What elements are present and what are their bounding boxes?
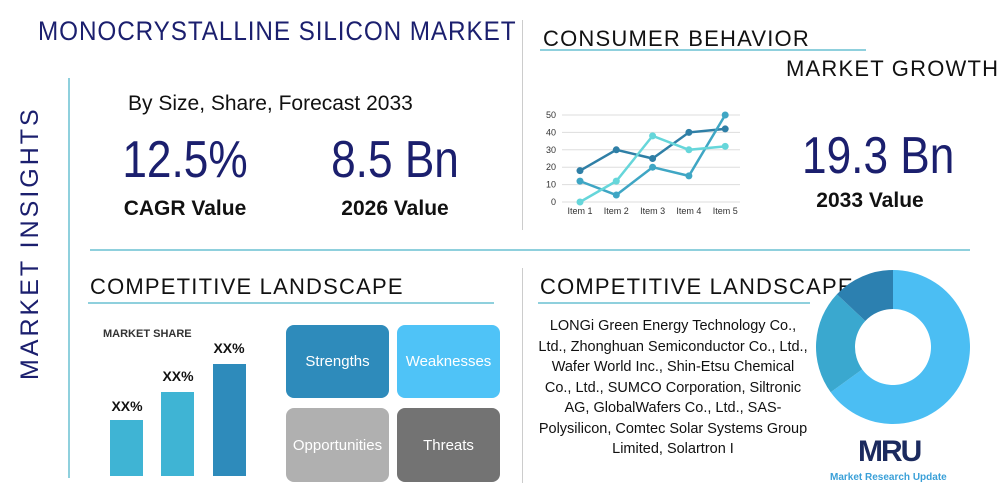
swot-weaknesses[interactable]: Weaknesses	[397, 325, 500, 398]
bar	[110, 420, 143, 476]
divider	[522, 268, 523, 483]
data-point	[576, 177, 584, 185]
bar-label: XX%	[162, 368, 194, 384]
y-tick-label: 30	[546, 145, 556, 155]
y-tick-label: 0	[551, 197, 556, 207]
data-point	[649, 163, 657, 171]
data-point	[612, 146, 620, 154]
label-2033: 2033 Value	[816, 189, 924, 212]
label-2026: 2026 Value	[341, 197, 449, 220]
data-point	[576, 167, 584, 175]
swot-opportunities[interactable]: Opportunities	[286, 408, 389, 482]
bar	[161, 392, 194, 476]
market-share-label: MARKET SHARE	[103, 328, 192, 340]
data-point	[685, 128, 693, 136]
logo-name: Market Research Update	[830, 472, 947, 483]
logo-text: MRU	[858, 435, 922, 468]
competitive-landscape-title-right: COMPETITIVE LANDSCAPE	[540, 274, 854, 299]
donut-slice	[830, 270, 970, 424]
divider	[90, 249, 970, 251]
page-title: MONOCRYSTALLINE SILICON MARKET	[38, 16, 517, 46]
underline	[538, 302, 810, 304]
underline	[540, 49, 866, 51]
data-point	[576, 198, 584, 206]
market-growth-title: MARKET GROWTH	[786, 56, 1000, 81]
swot-threats[interactable]: Threats	[397, 408, 500, 482]
line-chart: 0 10 20 30 40 50 Item 1 Item 2 Item 3 Item 4 Item …	[546, 110, 740, 216]
underline	[88, 302, 494, 304]
x-tick-label: Item 4	[676, 206, 701, 216]
x-tick-label: Item 1	[567, 206, 592, 216]
bar-label: XX%	[111, 398, 143, 414]
value-2033: 19.3 Bn	[802, 127, 955, 185]
cagr-value: 12.5%	[122, 131, 248, 189]
data-point	[685, 172, 693, 180]
y-tick-label: 20	[546, 162, 556, 172]
consumer-behavior-title: CONSUMER BEHAVIOR	[543, 26, 810, 51]
data-point	[685, 146, 693, 154]
data-point	[612, 191, 620, 199]
donut-slice	[836, 270, 893, 321]
logo-mark: MRU	[858, 435, 922, 469]
data-point	[649, 132, 657, 140]
cagr-label: CAGR Value	[123, 197, 247, 220]
x-tick-label: Item 5	[713, 206, 738, 216]
donut-chart	[816, 270, 970, 424]
subtitle: By Size, Share, Forecast 2033	[128, 92, 413, 115]
data-point	[649, 155, 657, 162]
swot-strengths[interactable]: Strengths	[286, 325, 389, 398]
y-tick-label: 10	[546, 180, 556, 190]
data-point	[721, 125, 729, 133]
divider	[68, 78, 70, 478]
company-list: LONGi Green Energy Technology Co., Ltd.,…	[538, 318, 808, 457]
data-point	[612, 177, 620, 185]
x-tick-label: Item 2	[604, 206, 629, 216]
y-tick-label: 40	[546, 127, 556, 137]
value-2026: 8.5 Bn	[331, 131, 459, 189]
divider	[522, 20, 523, 230]
donut-slice	[816, 294, 866, 393]
bar	[213, 364, 246, 476]
competitive-landscape-title-left: COMPETITIVE LANDSCAPE	[90, 274, 404, 299]
x-tick-label: Item 3	[640, 206, 665, 216]
bar-label: XX%	[213, 340, 245, 356]
data-point	[721, 142, 729, 150]
data-point	[721, 111, 729, 119]
y-tick-label: 50	[546, 110, 556, 120]
